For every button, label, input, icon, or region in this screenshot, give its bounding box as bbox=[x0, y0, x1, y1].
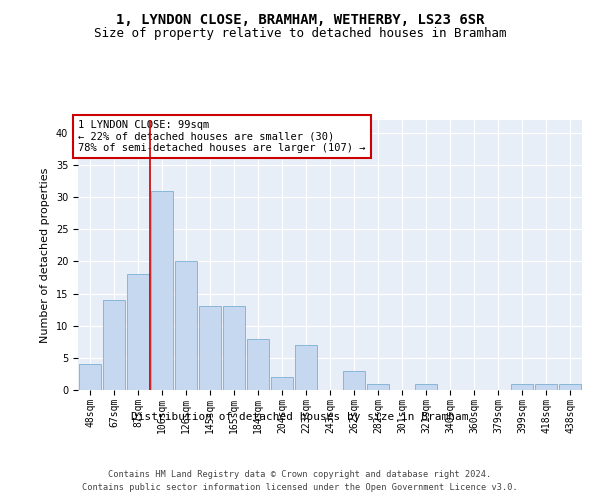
Bar bbox=[367, 384, 389, 390]
Text: 1, LYNDON CLOSE, BRAMHAM, WETHERBY, LS23 6SR: 1, LYNDON CLOSE, BRAMHAM, WETHERBY, LS23… bbox=[116, 12, 484, 26]
Bar bbox=[415, 384, 437, 390]
Bar bbox=[559, 384, 581, 390]
Bar bbox=[127, 274, 149, 390]
Bar bbox=[199, 306, 221, 390]
Bar bbox=[103, 300, 125, 390]
Text: 1 LYNDON CLOSE: 99sqm
← 22% of detached houses are smaller (30)
78% of semi-deta: 1 LYNDON CLOSE: 99sqm ← 22% of detached … bbox=[78, 120, 365, 153]
Bar bbox=[175, 262, 197, 390]
Bar bbox=[535, 384, 557, 390]
Bar bbox=[511, 384, 533, 390]
Text: Distribution of detached houses by size in Bramham: Distribution of detached houses by size … bbox=[131, 412, 469, 422]
Y-axis label: Number of detached properties: Number of detached properties bbox=[40, 168, 50, 342]
Bar bbox=[223, 306, 245, 390]
Bar bbox=[247, 338, 269, 390]
Bar bbox=[79, 364, 101, 390]
Text: Contains public sector information licensed under the Open Government Licence v3: Contains public sector information licen… bbox=[82, 482, 518, 492]
Text: Contains HM Land Registry data © Crown copyright and database right 2024.: Contains HM Land Registry data © Crown c… bbox=[109, 470, 491, 479]
Bar bbox=[271, 377, 293, 390]
Text: Size of property relative to detached houses in Bramham: Size of property relative to detached ho… bbox=[94, 28, 506, 40]
Bar bbox=[151, 190, 173, 390]
Bar bbox=[343, 370, 365, 390]
Bar bbox=[295, 345, 317, 390]
